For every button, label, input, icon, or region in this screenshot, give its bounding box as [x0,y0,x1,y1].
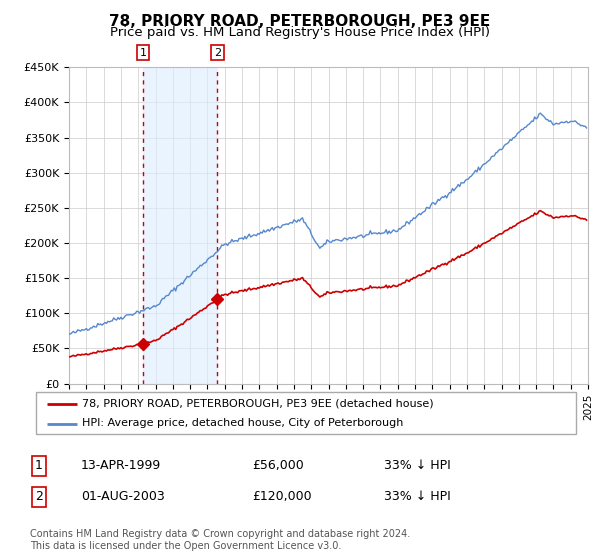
Text: 2: 2 [214,48,221,58]
FancyBboxPatch shape [36,392,576,434]
Text: 1: 1 [140,48,147,58]
Text: 78, PRIORY ROAD, PETERBOROUGH, PE3 9EE: 78, PRIORY ROAD, PETERBOROUGH, PE3 9EE [109,14,491,29]
Text: 33% ↓ HPI: 33% ↓ HPI [384,490,451,503]
Text: £56,000: £56,000 [252,459,304,473]
Text: HPI: Average price, detached house, City of Peterborough: HPI: Average price, detached house, City… [82,418,403,428]
Text: 1: 1 [35,459,43,473]
Bar [143,67,217,384]
Text: 2: 2 [35,490,43,503]
Text: £120,000: £120,000 [252,490,311,503]
Text: Contains HM Land Registry data © Crown copyright and database right 2024.
This d: Contains HM Land Registry data © Crown c… [30,529,410,551]
Text: 78, PRIORY ROAD, PETERBOROUGH, PE3 9EE (detached house): 78, PRIORY ROAD, PETERBOROUGH, PE3 9EE (… [82,399,434,409]
Text: 01-AUG-2003: 01-AUG-2003 [81,490,165,503]
Text: Price paid vs. HM Land Registry's House Price Index (HPI): Price paid vs. HM Land Registry's House … [110,26,490,39]
Text: 13-APR-1999: 13-APR-1999 [81,459,161,473]
Text: 33% ↓ HPI: 33% ↓ HPI [384,459,451,473]
